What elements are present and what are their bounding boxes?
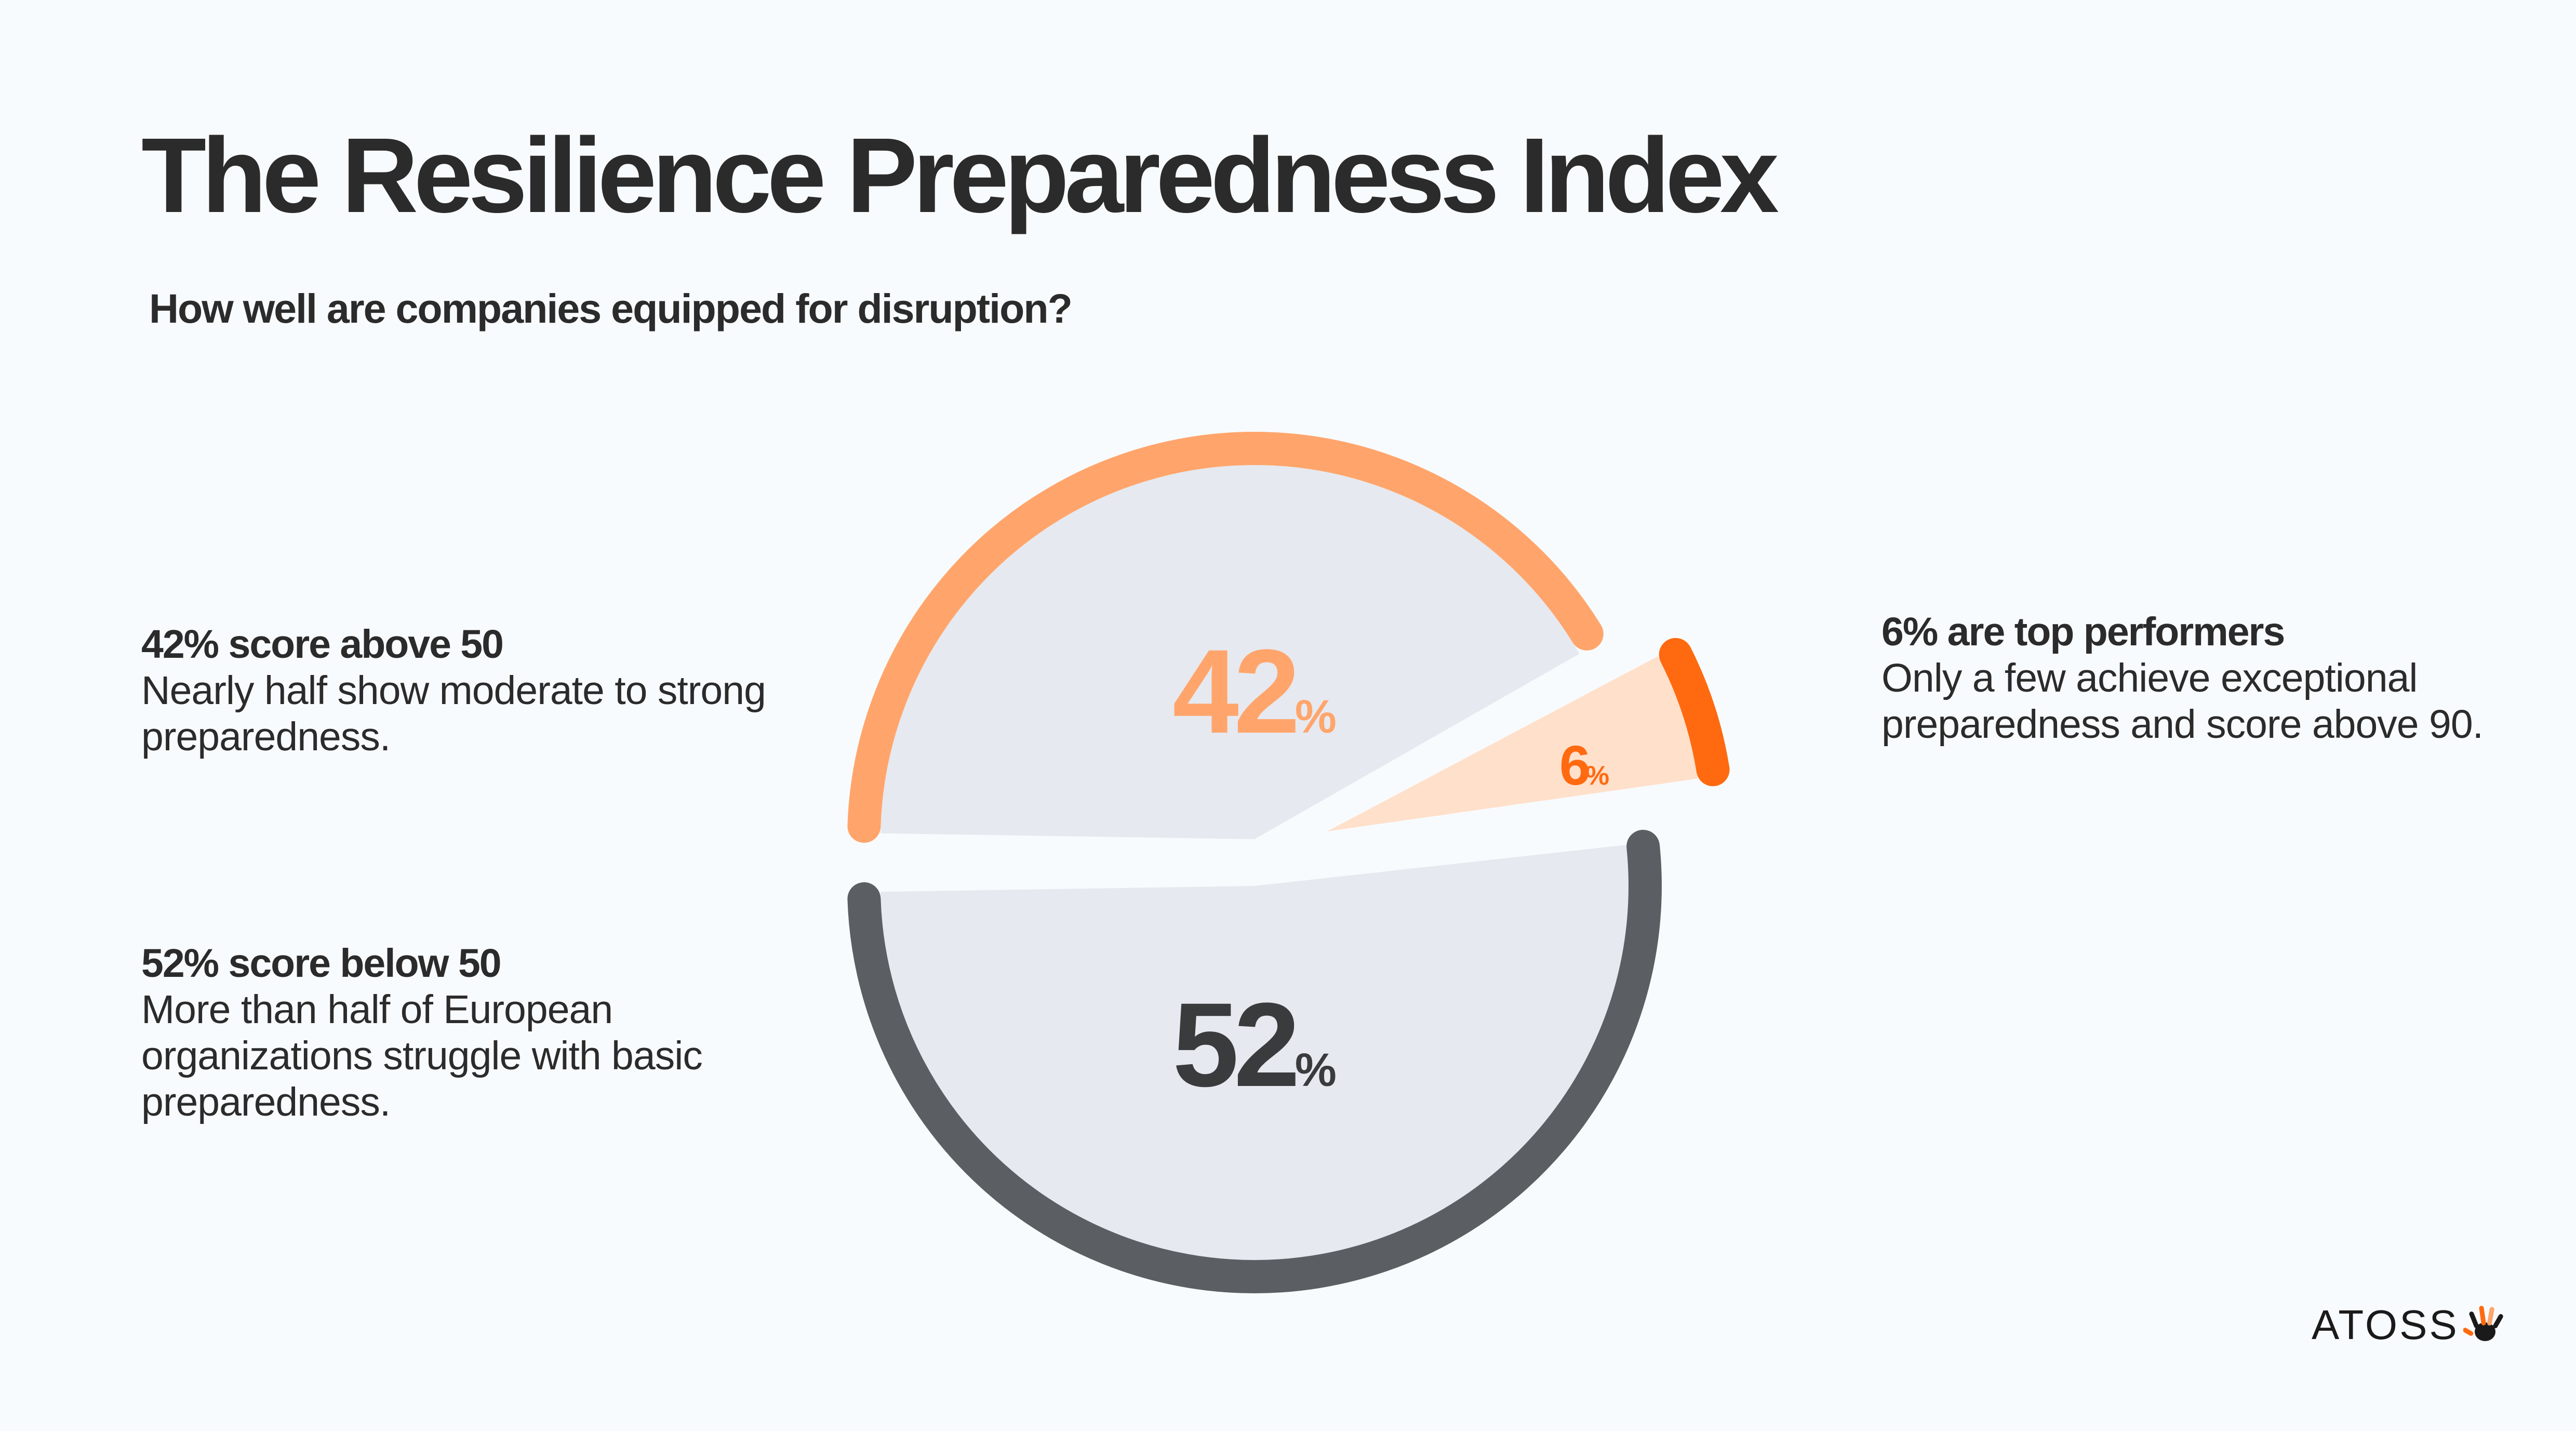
note-below-50-text: More than half of European organizations… xyxy=(141,987,703,1124)
page-subtitle: How well are companies equipped for disr… xyxy=(149,285,1073,332)
pie-slice-above50 xyxy=(880,465,1580,839)
pie-arc-below50 xyxy=(847,830,1662,1293)
note-above-50-text: Nearly half show moderate to strong prep… xyxy=(141,668,766,759)
slice-label-above50: 42% xyxy=(1172,625,1337,758)
note-below-50-heading: 52% score below 50 xyxy=(141,941,502,986)
pie-slice-top xyxy=(1327,656,1698,831)
note-top-performers: 6% are top performers Only a few achieve… xyxy=(1881,609,2536,748)
note-top-performers-heading: 6% are top performers xyxy=(1881,610,2285,654)
logo-wordmark: ATOSS xyxy=(2312,1302,2459,1348)
note-top-performers-text: Only a few achieve exceptional preparedn… xyxy=(1881,656,2484,747)
pie-slice-below50 xyxy=(880,844,1629,1261)
hand-icon xyxy=(2463,1306,2503,1341)
atoss-logo: ATOSS xyxy=(2312,1302,2510,1348)
note-above-50-heading: 42% score above 50 xyxy=(141,622,504,667)
note-below-50: 52% score below 50 More than half of Eur… xyxy=(141,940,791,1125)
note-above-50: 42% score above 50 Nearly half show mode… xyxy=(141,621,791,760)
slice-label-top: 6% xyxy=(1559,734,1609,797)
pie-arc-top xyxy=(1659,638,1730,787)
page-title: The Resilience Preparedness Index xyxy=(141,116,1779,235)
pie-arc-above50 xyxy=(847,432,1604,843)
slice-label-below50: 52% xyxy=(1172,978,1337,1111)
